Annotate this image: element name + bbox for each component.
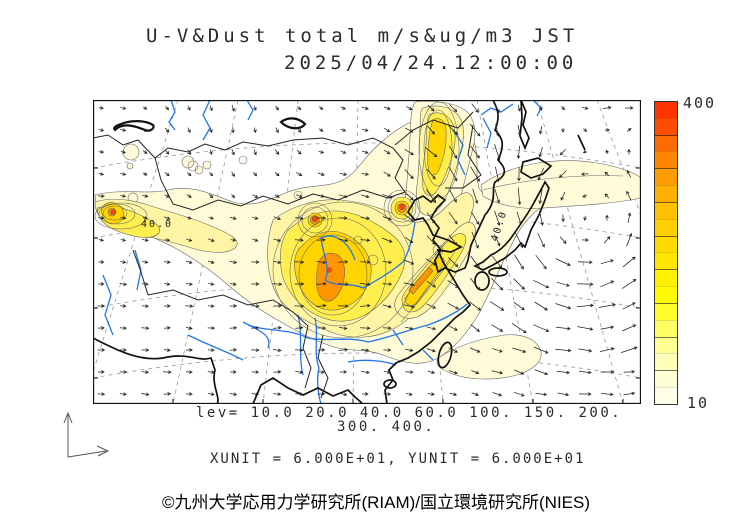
- colorbar-segment: [655, 302, 677, 320]
- colorbar: [654, 101, 678, 405]
- map-frame: [93, 100, 641, 404]
- dust-fill-layers: [94, 100, 641, 380]
- colorbar-segment: [655, 134, 677, 152]
- colorbar-min-label: 10: [687, 394, 710, 412]
- coastline: [93, 100, 586, 404]
- colorbar-segment: [655, 353, 677, 371]
- up-arrow-icon: [63, 411, 73, 424]
- map-canvas: 40.0 40.0: [93, 100, 641, 404]
- contour-label-west: 40.0: [141, 219, 173, 230]
- colorbar-segment: [655, 235, 677, 253]
- country-borders: [93, 111, 482, 399]
- colorbar-max-label: 400: [683, 94, 717, 112]
- right-arrow-icon: [96, 445, 110, 457]
- wind-arrows: [97, 103, 638, 397]
- copyright-text: ©九州大学応用力学研究所(RIAM)/国立環境研究所(NIES): [161, 493, 591, 512]
- rivers: [102, 100, 542, 404]
- chart-title: U-V&Dust total m/s&ug/m3 JST: [146, 25, 579, 47]
- colorbar-segment: [655, 269, 677, 287]
- colorbar-segment: [655, 218, 677, 236]
- axis-arrows: [63, 411, 110, 458]
- colorbar-segment: [655, 286, 677, 303]
- colorbar-segment: [655, 336, 677, 354]
- colorbar-segment: [655, 151, 677, 169]
- colorbar-segment: [655, 201, 677, 219]
- contour-levels-line1: lev= 10.0 20.0 40.0 60.0 100. 150. 200.: [196, 405, 623, 421]
- map-panel: 40.0 40.0: [93, 100, 641, 404]
- colorbar-segment: [655, 252, 677, 270]
- chart-datetime: 2025/04/24.12:00:00: [284, 52, 578, 74]
- colorbar-segment: [655, 117, 677, 135]
- colorbar-segment: [655, 168, 677, 186]
- vector-units-line: XUNIT = 6.000E+01, YUNIT = 6.000E+01: [210, 451, 586, 467]
- colorbar-segment: [655, 102, 677, 118]
- lakes: [113, 117, 307, 132]
- colorbar-segment: [655, 370, 677, 388]
- colorbar-segment: [655, 387, 677, 404]
- contour-levels-line2: 300. 400.: [337, 419, 436, 435]
- colorbar-segment: [655, 185, 677, 202]
- wind-vector-layer: [97, 103, 638, 397]
- colorbar-segment: [655, 319, 677, 337]
